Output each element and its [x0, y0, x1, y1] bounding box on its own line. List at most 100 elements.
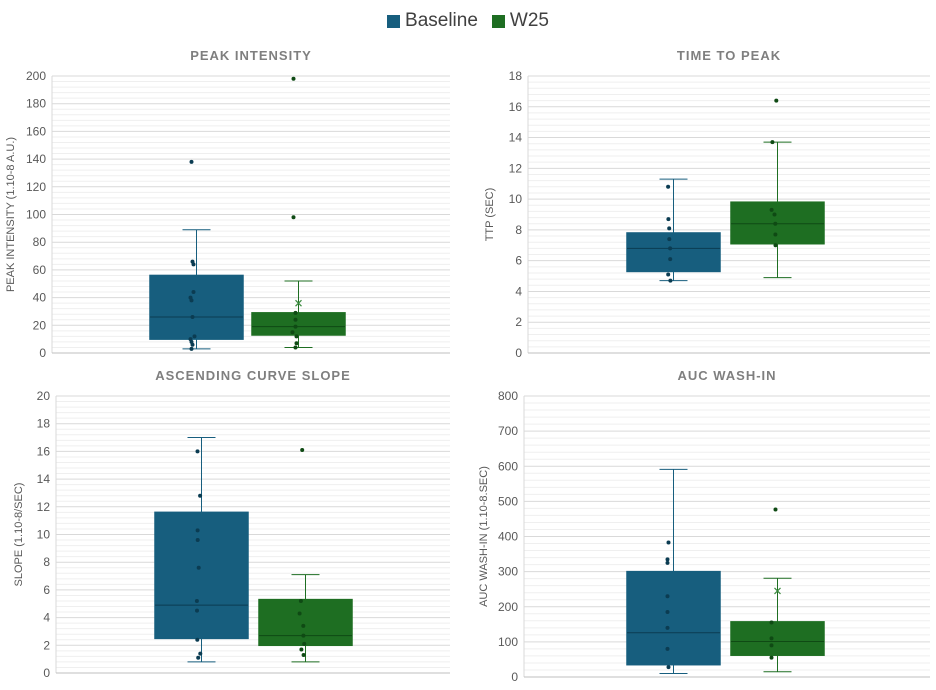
data-point	[666, 540, 671, 545]
data-point	[291, 215, 296, 220]
y-tick-label: 18	[37, 417, 51, 431]
data-point	[665, 557, 670, 562]
y-axis-label: TTP (SEC)	[484, 188, 496, 242]
box-iqr[interactable]	[154, 511, 249, 640]
data-point	[195, 449, 200, 454]
data-point	[770, 140, 775, 145]
data-point	[774, 98, 779, 103]
data-point	[293, 317, 298, 322]
data-point	[297, 611, 302, 616]
y-tick-label: 8	[515, 223, 522, 237]
data-point	[194, 598, 199, 603]
data-point	[192, 334, 197, 339]
y-tick-label: 10	[37, 528, 51, 542]
box-iqr[interactable]	[730, 621, 825, 656]
data-point	[769, 636, 774, 641]
series-baseline	[154, 437, 249, 663]
chart-title: AUC WASH-IN	[677, 368, 776, 383]
data-point	[293, 310, 298, 315]
data-point	[298, 598, 303, 603]
data-point	[195, 608, 199, 613]
data-point	[189, 159, 194, 164]
y-tick-label: 100	[498, 635, 518, 649]
mean-marker	[774, 587, 781, 595]
y-tick-label: 120	[26, 180, 46, 194]
y-tick-label: 2	[43, 638, 50, 652]
box-iqr[interactable]	[251, 312, 346, 336]
y-tick-label: 16	[37, 444, 51, 458]
data-point	[666, 665, 671, 670]
data-point	[301, 633, 306, 638]
data-point	[773, 243, 778, 248]
y-axis-label: SLOPE (1.10-8/SEC)	[13, 483, 25, 587]
chart-title: ASCENDING CURVE SLOPE	[155, 368, 351, 383]
data-point	[665, 625, 670, 630]
y-tick-label: 14	[37, 472, 51, 486]
series-w25	[251, 76, 346, 350]
y-tick-label: 200	[498, 600, 518, 614]
y-tick-label: 60	[33, 263, 47, 277]
legend-label-baseline: Baseline	[405, 10, 478, 31]
chart-legend: Baseline W25	[0, 8, 936, 34]
y-tick-label: 2	[515, 315, 522, 329]
data-point	[301, 623, 306, 628]
legend-item-baseline[interactable]: Baseline	[387, 10, 478, 32]
data-point	[196, 565, 201, 570]
data-point	[300, 448, 305, 453]
data-point	[188, 337, 193, 342]
data-point	[769, 643, 774, 648]
data-point	[666, 272, 671, 277]
data-point	[299, 647, 304, 652]
y-tick-label: 100	[26, 208, 46, 222]
chart-title: TIME TO PEAK	[677, 48, 781, 63]
y-tick-label: 160	[26, 124, 46, 138]
data-point	[196, 655, 201, 660]
y-tick-label: 400	[498, 530, 518, 544]
y-tick-label: 6	[43, 583, 50, 597]
data-point	[301, 652, 306, 657]
y-tick-label: 0	[515, 346, 522, 360]
box-iqr[interactable]	[626, 232, 721, 273]
mean-marker	[295, 299, 302, 307]
data-point	[195, 538, 200, 543]
y-tick-label: 700	[498, 424, 518, 438]
chart-panel-4: 0 100 200 300 400 500 600 700 800 AUC WASH-IN AUC …	[478, 368, 930, 684]
y-tick-label: 180	[26, 97, 46, 111]
data-point	[666, 217, 671, 222]
box-iqr[interactable]	[626, 570, 721, 666]
y-tick-label: 4	[515, 284, 522, 298]
data-point	[195, 637, 200, 642]
data-point	[198, 651, 203, 656]
data-point	[668, 278, 673, 283]
data-point	[294, 334, 299, 339]
chart-panel-3: 0 2 4 6 8 10 12 14 16 18 20 ASCENDING CURVE SLOPE SL…	[13, 368, 450, 680]
series-baseline	[149, 159, 244, 351]
data-point	[290, 330, 295, 335]
data-point	[293, 324, 298, 329]
data-point	[769, 620, 774, 625]
data-point	[666, 184, 671, 189]
data-point	[191, 290, 196, 295]
y-tick-label: 0	[39, 346, 46, 360]
y-tick-label: 600	[498, 459, 518, 473]
data-point	[302, 641, 307, 646]
y-axis-label: AUC WASH-IN (1.10-8.SEC)	[478, 466, 490, 607]
y-tick-label: 20	[37, 389, 51, 403]
y-tick-label: 6	[515, 254, 522, 268]
box-iqr[interactable]	[149, 274, 244, 340]
data-point	[189, 346, 194, 351]
data-point	[294, 341, 299, 346]
series-w25	[730, 98, 825, 279]
data-point	[665, 560, 670, 565]
y-tick-label: 14	[509, 131, 523, 145]
data-point	[198, 493, 203, 498]
y-tick-label: 800	[498, 389, 518, 403]
box-iqr[interactable]	[730, 201, 825, 245]
box-iqr[interactable]	[258, 598, 353, 647]
data-point	[190, 259, 195, 264]
y-axis-label: PEAK INTENSITY (1.10-8 A.U.)	[5, 137, 17, 292]
chart-panel-1: 0 20 40 60 80 100 120 140 160 180 200 PEAK INTENSIT…	[5, 48, 450, 360]
series-w25	[730, 507, 825, 673]
legend-item-w25[interactable]: W25	[491, 10, 549, 32]
data-point	[188, 295, 193, 300]
